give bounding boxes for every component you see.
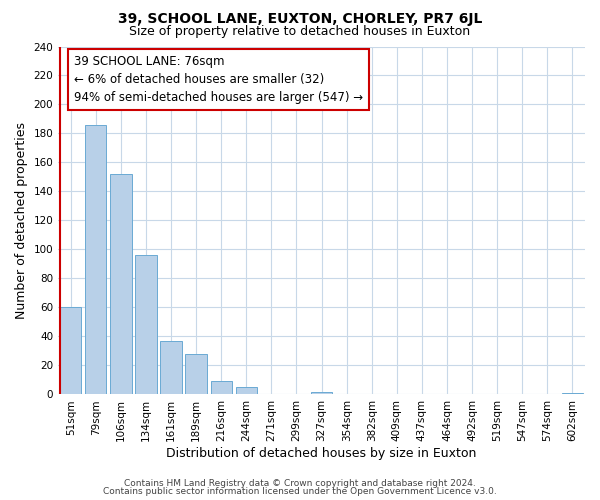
- Text: 39, SCHOOL LANE, EUXTON, CHORLEY, PR7 6JL: 39, SCHOOL LANE, EUXTON, CHORLEY, PR7 6J…: [118, 12, 482, 26]
- Bar: [110, 174, 131, 394]
- Text: Contains HM Land Registry data © Crown copyright and database right 2024.: Contains HM Land Registry data © Crown c…: [124, 478, 476, 488]
- X-axis label: Distribution of detached houses by size in Euxton: Distribution of detached houses by size …: [166, 447, 477, 460]
- Y-axis label: Number of detached properties: Number of detached properties: [15, 122, 28, 319]
- Bar: [60, 308, 82, 394]
- Bar: [185, 354, 207, 395]
- Text: 39 SCHOOL LANE: 76sqm
← 6% of detached houses are smaller (32)
94% of semi-detac: 39 SCHOOL LANE: 76sqm ← 6% of detached h…: [74, 55, 363, 104]
- Bar: [562, 393, 583, 394]
- Text: Size of property relative to detached houses in Euxton: Size of property relative to detached ho…: [130, 25, 470, 38]
- Bar: [85, 125, 106, 394]
- Bar: [211, 382, 232, 394]
- Text: Contains public sector information licensed under the Open Government Licence v3: Contains public sector information licen…: [103, 487, 497, 496]
- Bar: [311, 392, 332, 394]
- Bar: [236, 387, 257, 394]
- Bar: [160, 341, 182, 394]
- Bar: [136, 256, 157, 394]
